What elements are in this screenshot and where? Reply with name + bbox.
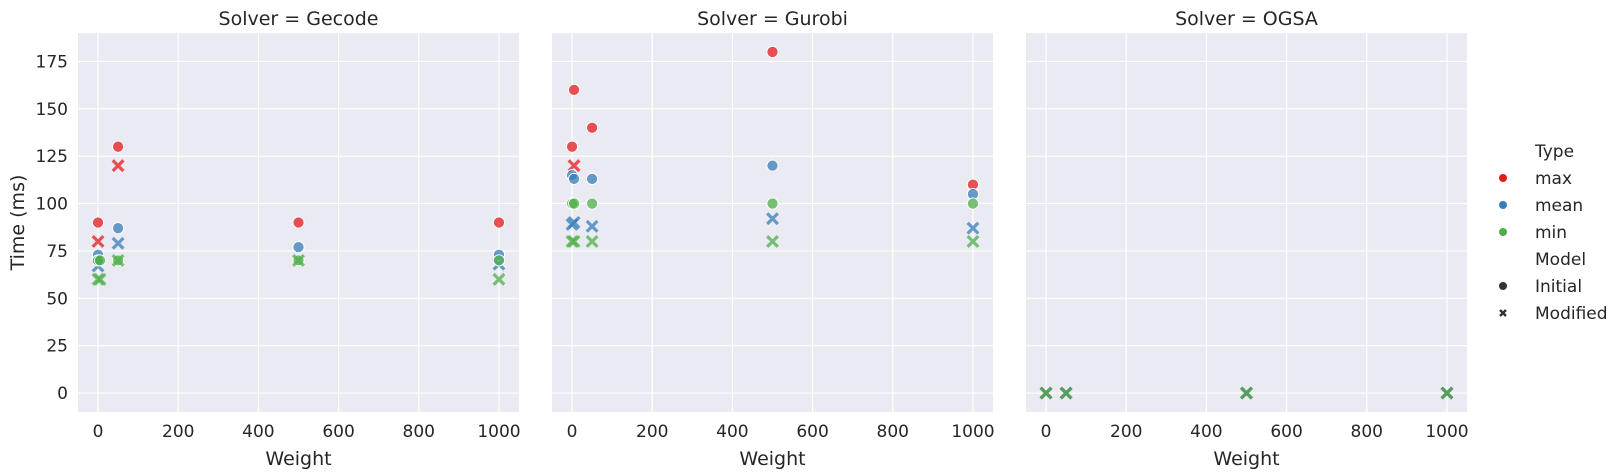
- y-tick-label: 175: [36, 52, 68, 72]
- point-min-modified: [567, 234, 581, 248]
- x-axis-label: Weight: [739, 448, 805, 470]
- panel-2: Solver = Gurobi 0 200 400 600 800 1000 Weight: [552, 8, 995, 470]
- y-tick-label: 125: [36, 147, 68, 167]
- point-min-initial: [966, 197, 980, 210]
- point-max-modified: [111, 159, 125, 173]
- point-min-initial: [568, 197, 581, 210]
- point-min-modified: [585, 234, 599, 248]
- point-min-initial: [766, 197, 779, 210]
- point-min-modified: [93, 272, 107, 286]
- point-mean-initial: [568, 172, 581, 185]
- point-max-initial: [292, 216, 305, 229]
- x-tick-label: 600: [1270, 422, 1302, 442]
- point-min-modified: [766, 234, 779, 248]
- legend-label-initial: Initial: [1535, 277, 1582, 297]
- point-min-initial: [94, 254, 107, 267]
- legend-marker-modified: [1499, 309, 1507, 317]
- x-tick-label: 1000: [951, 422, 994, 442]
- x-tick-label: 1000: [1425, 422, 1468, 442]
- legend-marker-max: [1499, 174, 1507, 182]
- x-axis-label: Weight: [265, 448, 331, 470]
- legend-label-modified: Modified: [1535, 304, 1608, 324]
- point-mean-initial: [112, 222, 125, 235]
- x-tick-label: 400: [1190, 422, 1222, 442]
- y-axis-label: Time (ms): [7, 175, 29, 272]
- point-min-modified: [1059, 386, 1073, 400]
- legend-title-type: Type: [1534, 142, 1574, 162]
- point-mean-modified: [966, 221, 980, 235]
- point-max-modified: [91, 234, 105, 248]
- point-max-initial: [91, 216, 105, 229]
- x-tick-label: 0: [93, 422, 104, 442]
- point-max-initial: [112, 140, 125, 153]
- point-max-initial: [565, 140, 579, 153]
- panel-background: [1026, 33, 1467, 412]
- y-tick-label: 100: [36, 195, 68, 215]
- x-tick-label: 600: [796, 422, 828, 442]
- panel-1: Solver = Gecode 0 200 400 600 800 1000 Weight: [78, 8, 521, 470]
- legend-label-min: min: [1535, 223, 1567, 243]
- point-mean-modified: [585, 219, 599, 233]
- x-tick-label: 400: [716, 422, 748, 442]
- point-min-modified: [492, 272, 506, 286]
- x-tick-label: 0: [567, 422, 578, 442]
- y-tick-label: 75: [46, 242, 68, 262]
- y-tick-label: 25: [46, 337, 68, 357]
- point-max-modified: [567, 159, 581, 173]
- legend-marker-initial: [1499, 282, 1507, 290]
- point-min-modified: [1039, 386, 1053, 400]
- legend-label-mean: mean: [1535, 196, 1583, 216]
- x-tick-label: 800: [1351, 422, 1383, 442]
- y-tick-label: 50: [46, 289, 68, 309]
- point-max-initial: [492, 216, 506, 229]
- legend-title-model: Model: [1535, 250, 1586, 270]
- panel-title: Solver = Gurobi: [697, 8, 848, 30]
- panel-title: Solver = Gecode: [219, 8, 379, 30]
- point-min-modified: [966, 234, 980, 248]
- point-min-modified: [111, 253, 125, 267]
- point-min-modified: [292, 253, 305, 267]
- point-max-initial: [568, 83, 581, 96]
- legend-label-max: max: [1535, 169, 1572, 189]
- x-tick-label: 1000: [477, 422, 520, 442]
- x-tick-label: 800: [877, 422, 909, 442]
- point-mean-modified: [111, 236, 125, 250]
- x-tick-label: 400: [242, 422, 274, 442]
- panel-title: Solver = OGSA: [1175, 8, 1318, 30]
- point-mean-initial: [292, 241, 305, 254]
- y-tick-label: 0: [57, 384, 68, 404]
- x-tick-label: 200: [162, 422, 194, 442]
- x-tick-label: 800: [403, 422, 435, 442]
- point-mean-modified: [567, 216, 581, 229]
- panel-background: [552, 33, 993, 412]
- x-axis-label: Weight: [1213, 448, 1279, 470]
- point-mean-initial: [766, 159, 779, 172]
- point-min-modified: [1440, 386, 1454, 400]
- x-tick-label: 200: [636, 422, 668, 442]
- x-tick-label: 600: [322, 422, 354, 442]
- point-min-modified: [1240, 386, 1253, 400]
- y-tick-label: 150: [36, 100, 68, 120]
- point-min-initial: [586, 197, 599, 210]
- point-min-initial: [492, 254, 506, 267]
- point-mean-modified: [766, 212, 779, 226]
- point-max-initial: [586, 121, 599, 134]
- x-tick-label: 0: [1041, 422, 1052, 442]
- point-max-initial: [766, 45, 779, 59]
- point-mean-initial: [586, 172, 599, 185]
- legend-marker-mean: [1499, 201, 1507, 209]
- legend-marker-min: [1499, 228, 1507, 236]
- legend: Type max mean min Model Initial Modified: [1499, 142, 1608, 324]
- x-tick-label: 200: [1110, 422, 1142, 442]
- panel-3: Solver = OGSA 0 200 400 600 800 1000 Weight: [1026, 8, 1469, 470]
